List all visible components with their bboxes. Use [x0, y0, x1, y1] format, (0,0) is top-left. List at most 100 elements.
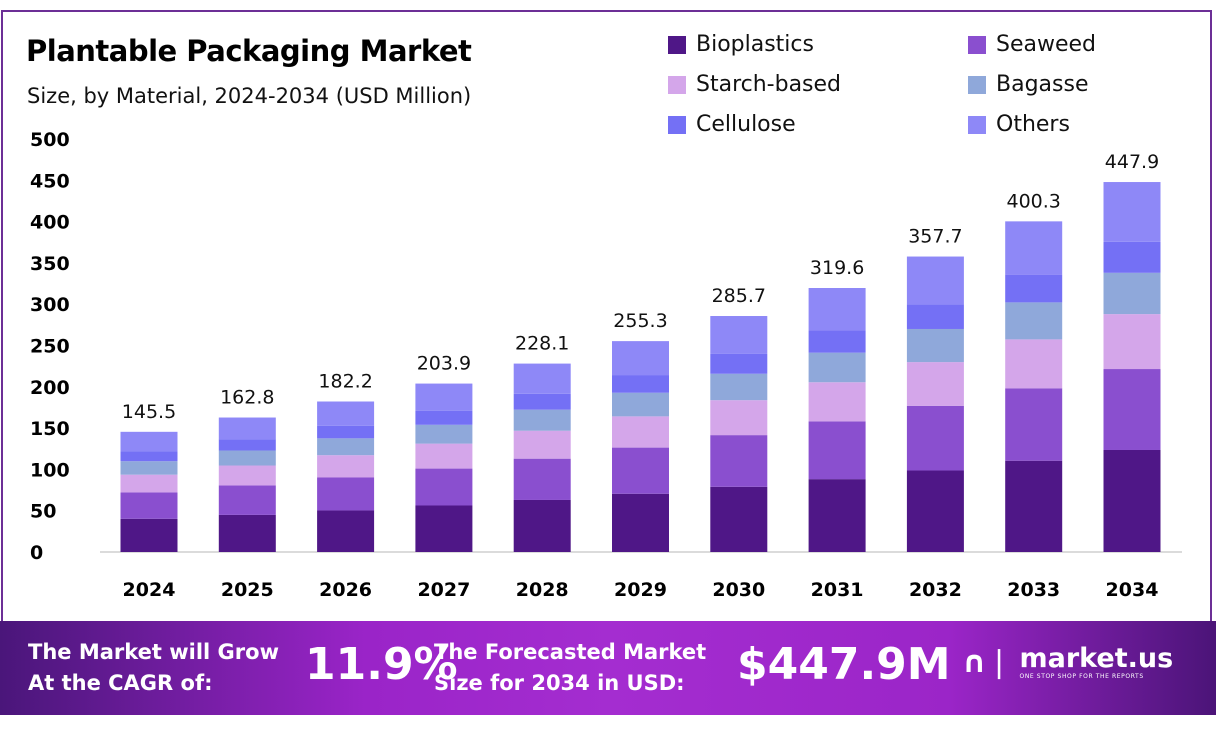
- x-tick-label: 2031: [811, 579, 864, 601]
- legend-label: Cellulose: [696, 112, 796, 137]
- cagr-value: 11.9%: [305, 639, 458, 690]
- legend-label: Seaweed: [996, 32, 1097, 57]
- legend-item-cellulose: Cellulose: [668, 112, 796, 137]
- bar-segment-seaweed: [317, 477, 375, 511]
- brand-logo-icon: ∩❘: [962, 645, 1012, 680]
- cagr-label: The Market will Grow At the CAGR of:: [28, 637, 279, 699]
- bar-segment-others: [1103, 182, 1161, 242]
- legend-swatch: [668, 75, 686, 94]
- bar-segment-cellulose: [612, 375, 669, 393]
- bar-segment-seaweed: [906, 405, 964, 471]
- bar-segment-others: [513, 363, 571, 394]
- bar-segment-others: [120, 431, 178, 452]
- bar-segment-bagasse: [513, 409, 571, 431]
- legend-swatch: [668, 115, 686, 134]
- bar-segment-bioplastics: [612, 493, 669, 552]
- data-label-total: 447.9: [1105, 151, 1159, 173]
- bar-segment-seaweed: [612, 447, 669, 494]
- legend-item-bioplastics: Bioplastics: [668, 32, 814, 57]
- bar-segment-seaweed: [808, 421, 866, 480]
- bar-segment-bagasse: [906, 328, 964, 363]
- bar-segment-bagasse: [808, 352, 866, 383]
- y-tick-label: 50: [30, 501, 56, 523]
- bar-segment-others: [218, 417, 276, 440]
- bar-segment-others: [710, 316, 768, 354]
- bar-segment-bioplastics: [1103, 449, 1161, 552]
- legend-item-bagasse: Bagasse: [968, 72, 1088, 97]
- bar-segment-others: [317, 401, 375, 426]
- y-tick-label: 450: [30, 170, 70, 192]
- bar-segment-seaweed: [415, 468, 473, 506]
- bar-segment-starch-based: [120, 474, 178, 493]
- x-tick-label: 2030: [712, 579, 765, 601]
- cagr-label-line-2: At the CAGR of:: [28, 671, 213, 695]
- bar-segment-bioplastics: [710, 486, 768, 552]
- forecast-label-line-1: The Forecasted Market: [434, 640, 707, 664]
- bar-segment-cellulose: [808, 330, 866, 353]
- x-tick-label: 2032: [909, 579, 962, 601]
- brand-name: market.us: [1019, 643, 1174, 674]
- legend-label: Others: [996, 112, 1070, 137]
- bar-segment-starch-based: [710, 400, 768, 436]
- x-tick-label: 2024: [123, 579, 176, 601]
- bar-segment-others: [612, 341, 669, 376]
- legend-item-seaweed: Seaweed: [968, 32, 1096, 57]
- bar-segment-bagasse: [710, 373, 768, 401]
- data-label-total: 162.8: [220, 387, 274, 409]
- bar-segment-others: [906, 256, 964, 305]
- data-label-total: 255.3: [613, 310, 667, 332]
- bar-segment-bioplastics: [1005, 460, 1063, 552]
- bar-segment-others: [415, 383, 473, 411]
- bar-segment-cellulose: [513, 393, 571, 410]
- x-tick-label: 2033: [1007, 579, 1060, 601]
- data-label-total: 182.2: [318, 371, 372, 393]
- data-label-total: 285.7: [712, 285, 766, 307]
- bar-segment-bagasse: [317, 438, 375, 456]
- bar-segment-others: [1005, 221, 1063, 275]
- y-tick-label: 150: [30, 418, 70, 440]
- bar-segment-bioplastics: [513, 499, 571, 552]
- bar-segment-bioplastics: [415, 505, 473, 552]
- bar-segment-bagasse: [120, 461, 178, 475]
- x-tick-label: 2025: [221, 579, 274, 601]
- bar-segment-bagasse: [1103, 272, 1161, 315]
- x-tick-label: 2029: [614, 579, 667, 601]
- legend-swatch: [668, 35, 686, 54]
- data-label-total: 400.3: [1006, 190, 1060, 212]
- legend-label: Starch-based: [696, 72, 842, 97]
- x-tick-label: 2034: [1106, 579, 1159, 601]
- bar-segment-starch-based: [612, 416, 669, 448]
- forecast-value: $447.9M: [737, 639, 951, 690]
- bar-segment-others: [808, 288, 866, 331]
- y-tick-label: 500: [30, 129, 70, 151]
- bar-segment-bioplastics: [317, 510, 375, 552]
- bar-segment-starch-based: [218, 465, 276, 486]
- bar-segment-starch-based: [1103, 314, 1161, 370]
- bar-segment-seaweed: [1103, 369, 1161, 450]
- legend-swatch: [968, 35, 986, 54]
- bar-segment-bioplastics: [218, 514, 276, 552]
- bar-segment-bagasse: [612, 392, 669, 417]
- y-tick-label: 250: [30, 336, 70, 358]
- bar-segment-starch-based: [317, 455, 375, 478]
- bar-segment-cellulose: [415, 410, 473, 425]
- bar-segment-bagasse: [415, 424, 473, 444]
- x-tick-label: 2028: [516, 579, 569, 601]
- legend-label: Bagasse: [996, 72, 1089, 97]
- y-tick-label: 0: [30, 542, 43, 564]
- data-label-total: 145.5: [122, 401, 176, 423]
- bar-segment-seaweed: [218, 485, 276, 515]
- legend-item-others: Others: [968, 112, 1070, 137]
- bar-segment-starch-based: [1005, 339, 1063, 389]
- legend-swatch: [968, 75, 986, 94]
- bar-segment-cellulose: [1103, 241, 1161, 273]
- bar-segment-seaweed: [513, 458, 571, 500]
- bar-segment-cellulose: [120, 451, 178, 462]
- brand-tagline: ONE STOP SHOP FOR THE REPORTS: [1019, 673, 1144, 680]
- brand-logo: ∩❘ market.us ONE STOP SHOP FOR THE REPORT…: [962, 643, 1174, 681]
- y-tick-label: 350: [30, 253, 70, 275]
- bar-segment-starch-based: [513, 430, 571, 459]
- bar-segment-cellulose: [710, 353, 768, 374]
- bar-segment-bioplastics: [808, 479, 866, 552]
- bar-segment-starch-based: [906, 362, 964, 406]
